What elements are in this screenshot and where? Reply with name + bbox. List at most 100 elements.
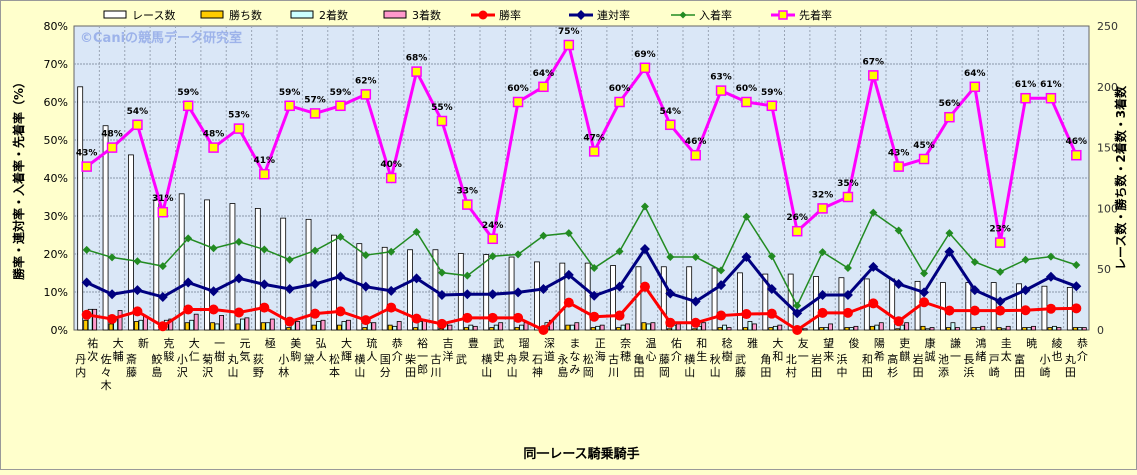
x-tick-given-char: ま xyxy=(569,337,580,350)
bar-2着数-35 xyxy=(975,327,981,331)
marker-入着率-0 xyxy=(82,245,91,254)
data-label-先着率: 63% xyxy=(710,73,732,83)
x-tick-surname-char: 神 xyxy=(532,365,543,379)
bar-勝ち数-36 xyxy=(996,327,1002,331)
marker-連対率-21 xyxy=(614,281,625,292)
marker-勝率-29 xyxy=(817,307,828,318)
marker-勝率-9 xyxy=(310,308,321,319)
data-label-先着率: 60% xyxy=(507,84,529,94)
marker-入着率-5 xyxy=(209,244,218,253)
x-tick-surname-char: 藤 xyxy=(735,366,746,379)
x-tick-given-char: 温 xyxy=(645,337,656,350)
marker-勝率-14 xyxy=(436,318,447,329)
marker-入着率-34 xyxy=(945,229,954,238)
x-tick-label-32: 高杉 吏麒高杉吏麒 xyxy=(887,337,910,379)
marker-連対率-18 xyxy=(538,283,549,294)
bar-レース数-29 xyxy=(813,276,819,331)
bar-勝ち数-9 xyxy=(311,324,317,331)
bar-レース数-36 xyxy=(990,282,997,331)
x-tick-surname-char: 佐 xyxy=(101,352,112,366)
marker-連対率-20 xyxy=(589,290,600,301)
data-label-先着率: 68% xyxy=(406,54,428,64)
x-tick-label-15: 武 豊武豊 xyxy=(456,337,479,366)
bar-3着数-12 xyxy=(396,321,402,331)
marker-入着率-20 xyxy=(590,264,599,273)
marker-先着率-20 xyxy=(588,146,600,157)
x-tick-given-char: 緒 xyxy=(975,349,986,363)
marker-先着率-4 xyxy=(182,100,194,112)
data-label-先着率: 48% xyxy=(203,130,225,140)
x-tick-surname-char: 丸 xyxy=(1065,353,1076,366)
legend-label: 勝ち数 xyxy=(229,8,262,22)
x-tick-given-char: な xyxy=(569,350,580,363)
x-tick-surname-char: 内 xyxy=(75,365,86,379)
x-tick-label-29: 岩田 望来岩田望来 xyxy=(811,337,834,379)
x-tick-surname-char: 田 xyxy=(811,366,822,379)
x-tick-given-char: 恭 xyxy=(392,337,403,350)
data-label-先着率: 23% xyxy=(989,225,1011,235)
data-label-先着率: 59% xyxy=(279,88,301,98)
x-tick-surname-char: 丸 xyxy=(227,353,238,366)
bar-3着数-26 xyxy=(752,323,757,331)
bar-レース数-27 xyxy=(762,273,769,331)
marker-勝率-23 xyxy=(665,317,676,328)
marker-勝率-34 xyxy=(944,305,955,316)
bar-レース数-30 xyxy=(838,277,845,331)
bar-3着数-7 xyxy=(269,318,275,331)
x-tick-given-char: 武 xyxy=(493,337,504,350)
x-axis-title: 同一レース騎乗騎手 xyxy=(523,446,639,462)
y-right-tick-label: 0 xyxy=(1097,324,1104,337)
bar-勝ち数-11 xyxy=(362,327,368,331)
x-tick-label-36: 戸崎 圭太戸崎圭太 xyxy=(989,337,1012,379)
bar-レース数-13 xyxy=(407,249,413,331)
x-tick-given-char: 介 xyxy=(392,350,403,363)
marker-先着率-28 xyxy=(791,225,803,237)
x-tick-given-char: 瑠 xyxy=(519,337,530,350)
data-label-先着率: 31% xyxy=(152,194,174,204)
bar-2着数-39 xyxy=(1077,327,1083,331)
x-tick-surname-char: 横 xyxy=(481,352,492,366)
x-tick-given-char: 陽 xyxy=(874,337,885,350)
marker-連対率-1 xyxy=(107,289,118,300)
marker-連対率-4 xyxy=(183,277,194,288)
y-right-tick-label: 250 xyxy=(1097,20,1118,33)
marker-連対率-35 xyxy=(969,285,980,296)
legend-label: 連対率 xyxy=(597,8,630,22)
data-label-先着率: 24% xyxy=(482,221,504,231)
x-tick-given-char: 一 xyxy=(417,350,428,363)
legend-label: 入着率 xyxy=(699,8,732,22)
x-tick-given-char: 駿 xyxy=(163,349,174,363)
bar-2着数-25 xyxy=(722,324,727,331)
marker-入着率-12 xyxy=(387,247,396,256)
bar-3着数-25 xyxy=(726,327,732,331)
x-tick-surname-char: 北 xyxy=(786,353,797,366)
x-tick-surname-char: 岩 xyxy=(913,352,924,366)
marker-勝率-21 xyxy=(614,310,625,321)
watermark: ©Caniの競馬データ研究室 xyxy=(80,30,242,46)
marker-勝率-17 xyxy=(513,312,524,323)
marker-先着率-33 xyxy=(918,153,930,165)
marker-入着率-19 xyxy=(564,229,573,238)
y-left-tick-label: 0% xyxy=(51,324,68,337)
x-tick-label-16: 横山 武史横山武史 xyxy=(481,337,504,379)
marker-入着率-37 xyxy=(1021,255,1030,264)
bar-勝ち数-10 xyxy=(337,324,342,331)
marker-勝率-25 xyxy=(716,310,727,321)
bar-2着数-9 xyxy=(316,321,321,331)
bar-3着数-29 xyxy=(828,323,833,331)
marker-連対率-19 xyxy=(563,269,574,280)
data-label-先着率: 61% xyxy=(1015,80,1037,90)
bar-2着数-21 xyxy=(620,324,626,331)
marker-勝率-1 xyxy=(107,313,118,324)
x-tick-given-char: 吉 xyxy=(442,337,453,350)
data-label-先着率: 61% xyxy=(1040,80,1062,90)
bar-レース数-15 xyxy=(457,252,464,331)
marker-勝率-20 xyxy=(589,311,600,322)
legend-label: 先着率 xyxy=(799,8,832,22)
x-tick-surname-char: 山 xyxy=(481,366,492,379)
bar-勝ち数-38 xyxy=(1047,327,1053,331)
bar-勝ち数-29 xyxy=(819,327,824,331)
x-tick-given-char: 極 xyxy=(265,336,276,350)
bar-勝ち数-32 xyxy=(895,328,901,331)
x-tick-surname-char: 高 xyxy=(887,352,898,366)
